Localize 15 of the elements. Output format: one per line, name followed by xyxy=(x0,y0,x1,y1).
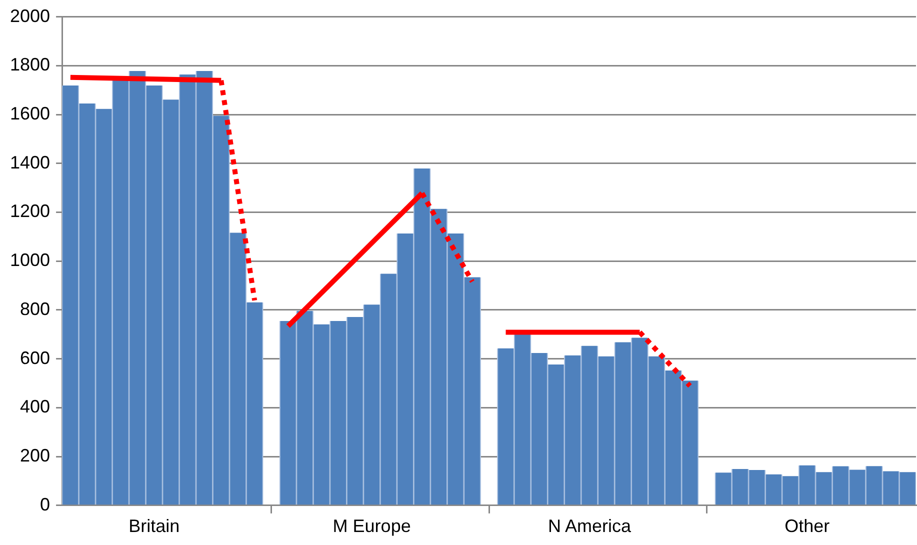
y-tick-label: 200 xyxy=(20,446,50,466)
y-tick-label: 1400 xyxy=(10,152,50,172)
y-tick-label: 2000 xyxy=(10,6,50,26)
y-tick-label: 800 xyxy=(20,298,50,319)
y-tick-label: 1000 xyxy=(10,250,50,270)
y-tick-label: 1800 xyxy=(10,54,50,75)
y-tick-label: 400 xyxy=(20,396,50,417)
x-tick-label: N America xyxy=(548,516,632,536)
x-tick-label: Other xyxy=(784,516,830,536)
y-tick-label: 1600 xyxy=(10,103,50,124)
y-tick-label: 1200 xyxy=(10,201,50,222)
x-tick-label: Britain xyxy=(128,516,180,536)
x-tick-label: M Europe xyxy=(332,516,411,536)
y-tick-label: 0 xyxy=(40,494,50,514)
y-tick-label: 600 xyxy=(20,348,50,368)
